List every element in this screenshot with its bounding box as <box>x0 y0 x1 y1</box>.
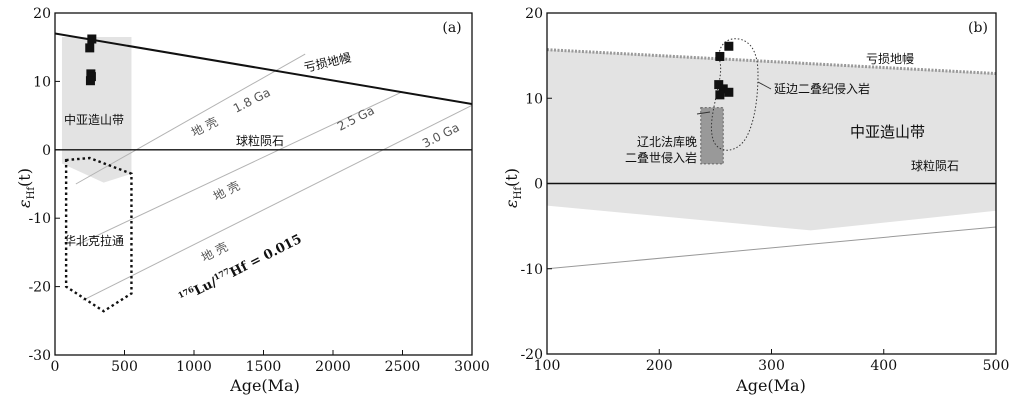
caob-field-b <box>547 49 996 231</box>
crust-label-3: 地 壳 <box>199 240 230 265</box>
x-tick-label: 500 <box>983 358 1010 374</box>
crust-line-label-2-5ga: 2.5 Ga <box>335 103 377 133</box>
chur-label-a: 球粒陨石 <box>236 133 284 148</box>
y-tick-label: -10 <box>520 262 543 278</box>
crust-line-3-0ga <box>82 104 472 301</box>
yanbian-leader-line <box>757 81 772 90</box>
y-axis-label-a: εHf(t) <box>15 168 37 208</box>
x-tick-label: 100 <box>534 358 561 374</box>
x-tick-label: 200 <box>646 358 673 374</box>
caob-label-b: 中亚造山带 <box>850 123 925 141</box>
data-points-a <box>85 34 97 86</box>
y-tick-label: 20 <box>525 6 543 22</box>
x-tick-label: 500 <box>111 359 138 375</box>
y-tick-label: 0 <box>534 177 543 193</box>
x-tick-label: 2500 <box>385 359 421 375</box>
y-tick-label: 10 <box>33 74 51 90</box>
crust-line-label-3-0ga: 3.0 Ga <box>420 120 462 150</box>
panel-b: 100 200 300 400 500 -20 -10 0 10 20 (b) 亏损地幔 延边二叠… <box>502 6 1009 395</box>
data-point <box>718 84 728 94</box>
chur-label-b: 球粒陨石 <box>911 158 959 173</box>
ticks-b: 100 200 300 400 500 -20 -10 0 10 20 <box>520 6 1009 374</box>
liaobei-label-line2: 二叠世侵入岩 <box>625 150 697 165</box>
crust-line-2-5ga <box>75 91 403 247</box>
x-axis-label-b: Age(Ma) <box>735 376 806 395</box>
crust-line-b <box>547 226 996 270</box>
y-tick-label: 0 <box>42 143 51 159</box>
depleted-mantle-line-a <box>55 32 472 105</box>
x-tick-label: 0 <box>51 359 60 375</box>
depleted-mantle-line-b <box>547 48 996 76</box>
y-tick-label: -30 <box>28 348 51 364</box>
depleted-mantle-label-b: 亏损地幔 <box>866 51 914 66</box>
x-tick-label: 2000 <box>315 359 351 375</box>
x-tick-label: 300 <box>758 358 785 374</box>
data-point <box>724 87 734 97</box>
y-tick-label: -20 <box>28 280 51 296</box>
liaobei-field <box>700 107 724 165</box>
crust-line-1-8ga <box>75 53 306 185</box>
data-point <box>85 43 95 53</box>
caob-field-a <box>61 36 132 183</box>
data-point <box>85 76 95 86</box>
liaobei-label-line1: 辽北法库晚 <box>637 134 697 149</box>
x-tick-label: 400 <box>870 358 897 374</box>
x-tick-label: 1500 <box>246 359 282 375</box>
data-point <box>724 41 734 51</box>
liaobei-leader-line <box>696 111 711 115</box>
panel-a: 0 500 1000 1500 2000 2500 3000 -30 -20 -10 0 10 20 (… <box>15 6 490 395</box>
y-tick-label: 10 <box>525 91 543 107</box>
y-axis-label-b: εHf(t) <box>502 168 524 208</box>
panel-label-a: (a) <box>442 20 461 36</box>
panel-label-b: (b) <box>968 20 988 36</box>
caob-label-a: 中亚造山带 <box>64 112 124 127</box>
data-point <box>715 51 725 61</box>
x-tick-label: 1000 <box>176 359 212 375</box>
ticks-a: 0 500 1000 1500 2000 2500 3000 -30 -20 -10 0 10 20 <box>28 6 489 375</box>
lu-hf-ratio-label: 176Lu/177Hf = 0.015 <box>176 230 304 307</box>
ncc-field <box>64 156 133 313</box>
x-axis-label-a: Age(Ma) <box>229 376 300 395</box>
data-points-b <box>714 41 734 100</box>
crust-label-1: 地 壳 <box>189 115 220 140</box>
depleted-mantle-label-a: 亏损地幔 <box>302 50 352 75</box>
crust-label-2: 地 壳 <box>211 179 242 204</box>
data-point <box>87 34 97 44</box>
data-point <box>715 90 725 100</box>
x-tick-label: 3000 <box>454 359 490 375</box>
ncc-label: 华北克拉通 <box>64 233 124 248</box>
y-tick-label: -20 <box>520 347 543 363</box>
y-tick-label: -10 <box>28 211 51 227</box>
yanbian-label: 延边二叠纪侵入岩 <box>774 81 870 96</box>
y-tick-label: 20 <box>33 6 51 22</box>
crust-line-label-1-8ga: 1.8 Ga <box>231 85 273 115</box>
